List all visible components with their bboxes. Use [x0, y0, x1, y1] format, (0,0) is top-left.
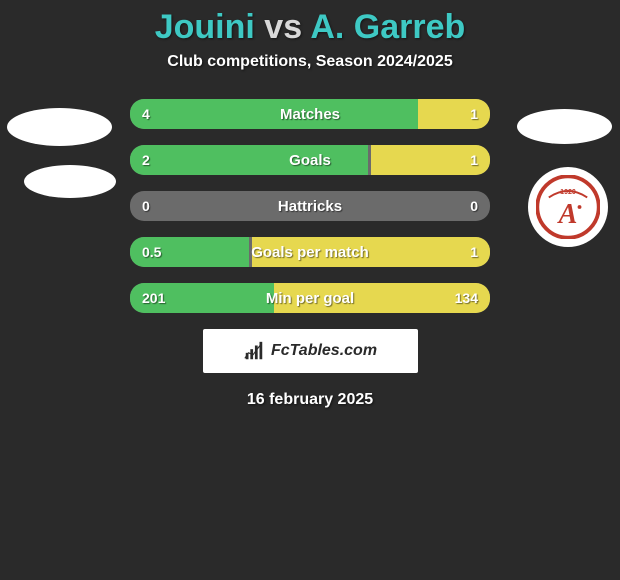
player1-name: Jouini	[155, 8, 255, 46]
vs-label: vs	[264, 8, 302, 46]
watermark-text: FcTables.com	[271, 342, 377, 360]
player2-club-badge: 1920 A	[528, 167, 608, 247]
stat-label: Hattricks	[130, 191, 490, 221]
stat-bars: 41Matches 21Goals 00Hattricks 0.51Goals per…	[130, 99, 490, 313]
stat-row: 00Hattricks	[130, 191, 490, 221]
stat-label: Goals per match	[130, 237, 490, 267]
watermark: FcTables.com	[203, 329, 418, 373]
subtitle: Club competitions, Season 2024/2025	[0, 53, 620, 71]
stat-row: 201134Min per goal	[130, 283, 490, 313]
svg-text:A: A	[557, 199, 578, 230]
stat-label: Matches	[130, 99, 490, 129]
date-label: 16 february 2025	[0, 391, 620, 409]
chart-icon	[243, 340, 265, 362]
comparison-card: Jouini vs A. Garreb Club competitions, S…	[0, 0, 620, 580]
player2-avatar-placeholder	[517, 109, 612, 144]
stat-row: 0.51Goals per match	[130, 237, 490, 267]
stats-zone: 1920 A 41Matches 21Goals 00Hattricks 0.51Go…	[0, 99, 620, 313]
svg-text:1920: 1920	[560, 189, 576, 196]
stat-label: Min per goal	[130, 283, 490, 313]
player1-avatar-placeholder-2	[24, 165, 116, 198]
stat-row: 21Goals	[130, 145, 490, 175]
player2-name: A. Garreb	[310, 8, 465, 46]
player1-avatar-placeholder	[7, 108, 112, 146]
stat-row: 41Matches	[130, 99, 490, 129]
stat-label: Goals	[130, 145, 490, 175]
club-badge-icon: 1920 A	[536, 175, 600, 239]
page-title: Jouini vs A. Garreb	[0, 0, 620, 47]
